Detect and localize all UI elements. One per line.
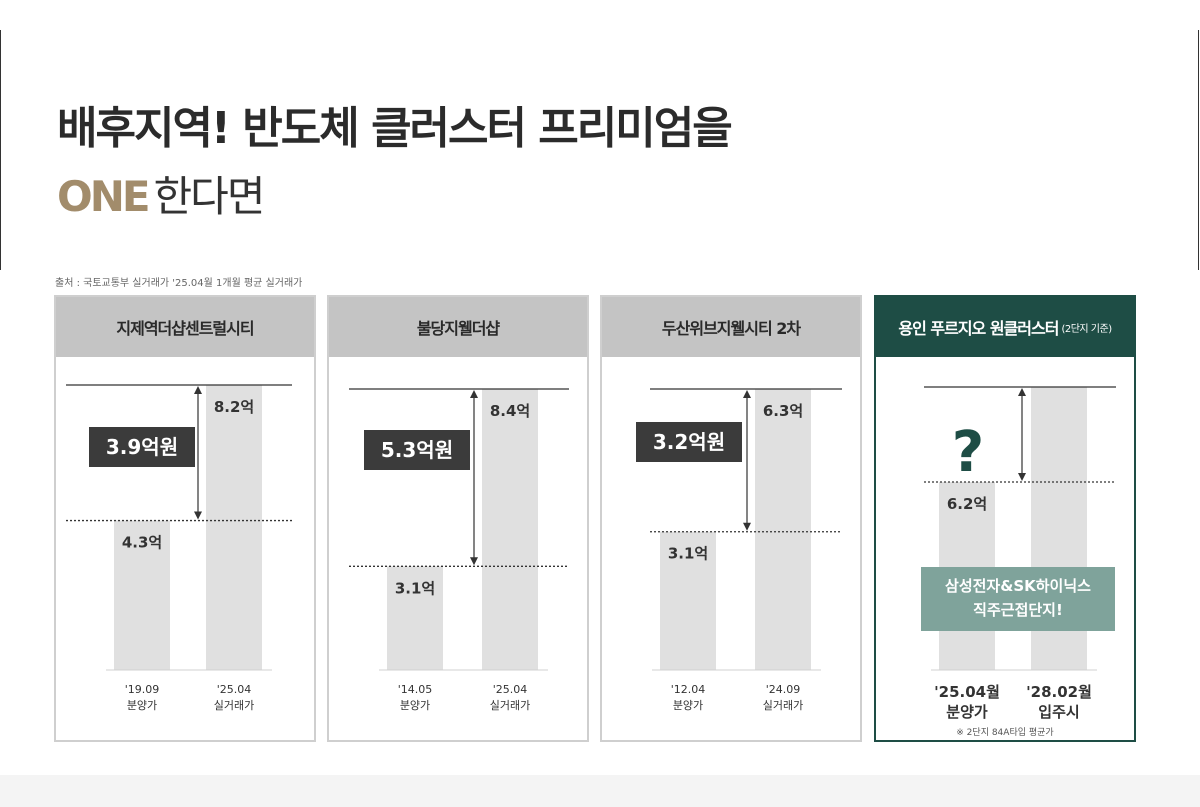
category-label: '28.02월: [1026, 683, 1092, 701]
bar: [660, 531, 716, 670]
category-label: '19.09: [125, 683, 160, 696]
arrow-head-up: [743, 390, 751, 398]
question-mark: ?: [952, 420, 984, 485]
arrow-head-up: [1018, 388, 1026, 396]
panel-doosan: 3.1억 6.3억 3.2억원 '12.04 분양가 '24.09 실거래가 두산위브지웰시…: [600, 295, 862, 742]
chart-buldang: 3.1억 8.4억 5.3억원 '14.05 분양가 '25.04 실거래가: [349, 388, 569, 712]
category-label: 분양가: [400, 699, 430, 712]
difference-badge: [364, 430, 470, 470]
panel-buldang: 3.1억 8.4억 5.3억원 '14.05 분양가 '25.04 실거래가 불당지웰더샵: [327, 295, 589, 742]
category-label: 실거래가: [763, 699, 803, 712]
category-label: 분양가: [127, 699, 157, 712]
subheadline-accent: ONE: [57, 172, 151, 221]
category-label: 분양가: [946, 703, 988, 721]
chart-doosan: 3.1억 6.3억 3.2억원 '12.04 분양가 '24.09 실거래가: [636, 388, 842, 712]
category-label: 실거래가: [490, 699, 530, 712]
bar: [206, 385, 262, 670]
panel-title-text: 용인 푸르지오 원클러스터: [898, 319, 1059, 338]
category-label: '25.04: [493, 683, 528, 696]
arrow-head-down: [1018, 473, 1026, 481]
arrow-head-up: [470, 390, 478, 398]
bar: [482, 389, 538, 670]
chart-jije: 4.3억 8.2억 3.9억원 '19.09 분양가 '25.04 실거래가: [66, 384, 292, 712]
category-label: '25.04: [217, 683, 252, 696]
arrow-head-down: [194, 511, 202, 520]
value-label: 4.3억: [122, 534, 162, 552]
frame-line-right: [1198, 30, 1199, 270]
headline: 배후지역! 반도체 클러스터 프리미엄을: [57, 103, 733, 154]
panel-title-text: 지제역더샵센트럴시티: [116, 319, 254, 338]
difference-label: 3.2억원: [653, 430, 725, 454]
category-label: '14.05: [398, 683, 433, 696]
bottom-band: [0, 775, 1200, 807]
value-label: 6.3억: [763, 402, 803, 420]
difference-label: 3.9억원: [106, 435, 178, 459]
category-label: 실거래가: [214, 699, 254, 712]
callout-box: [921, 567, 1115, 631]
bar: [114, 520, 170, 670]
frame-line-left: [0, 30, 1, 270]
arrow-head-down: [743, 522, 751, 531]
arrow-head-up: [194, 386, 202, 394]
callout-text: 삼성전자&SK하이닉스: [945, 577, 1091, 595]
value-label: 3.1억: [668, 545, 708, 563]
category-label: '12.04: [671, 683, 706, 696]
source-note: 출처 : 국토교통부 실거래가 '25.04월 1개월 평균 실거래가: [55, 278, 303, 289]
difference-label: 5.3억원: [381, 438, 453, 462]
subheadline: ONE 한다면: [57, 163, 266, 224]
value-label: 8.4억: [490, 402, 530, 420]
bar: [387, 566, 443, 670]
panel-title: 지제역더샵센트럴시티: [56, 297, 314, 357]
value-label: 3.1억: [395, 579, 435, 597]
panel-title: 두산위브지웰시티 2차: [602, 297, 860, 357]
bar: [755, 389, 811, 670]
category-label: 분양가: [673, 699, 703, 712]
category-label: '25.04월: [934, 683, 1000, 701]
subheadline-rest: 한다면: [153, 172, 266, 221]
panel-title: 불당지웰더샵: [329, 297, 587, 357]
panel-title-text: 불당지웰더샵: [416, 319, 500, 338]
panel-jije: 4.3억 8.2억 3.9억원 '19.09 분양가 '25.04 실거래가 지제역더샵센트…: [54, 295, 316, 742]
footnote: ※ 2단지 84A타입 평균가: [956, 728, 1054, 738]
difference-badge: [636, 422, 742, 462]
value-label: 6.2억: [947, 495, 987, 513]
difference-badge: [89, 427, 195, 467]
panel-title-text: 두산위브지웰시티 2차: [661, 319, 801, 338]
value-label: 8.2억: [214, 398, 254, 416]
category-label: 입주시: [1038, 703, 1079, 721]
callout-text: 직주근접단지!: [973, 601, 1063, 619]
arrow-head-down: [470, 557, 478, 566]
panel-title: 용인 푸르지오 원클러스터 (2단지 기준): [876, 297, 1134, 357]
category-label: '24.09: [766, 683, 801, 696]
panel-title-note: (2단지 기준): [1061, 323, 1112, 335]
